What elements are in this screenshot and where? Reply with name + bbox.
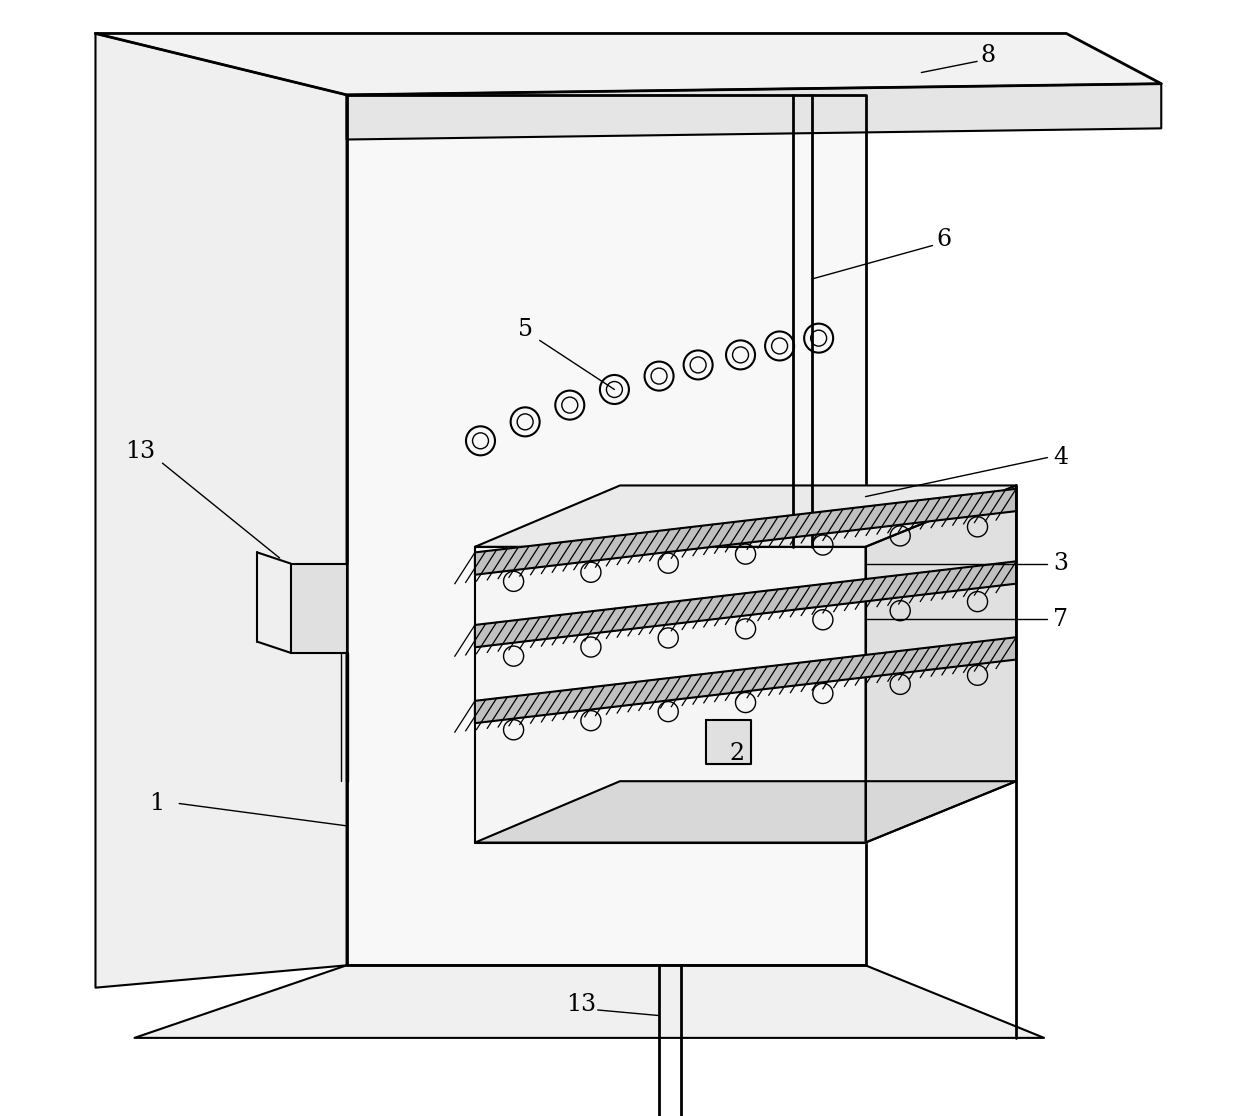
Polygon shape xyxy=(290,564,346,653)
Polygon shape xyxy=(95,33,346,988)
Polygon shape xyxy=(475,485,1017,547)
Text: 1: 1 xyxy=(149,792,165,815)
Polygon shape xyxy=(706,720,750,764)
Polygon shape xyxy=(475,547,866,843)
Text: 5: 5 xyxy=(517,318,533,340)
Polygon shape xyxy=(95,33,1161,95)
Polygon shape xyxy=(134,965,1044,1038)
Text: 8: 8 xyxy=(981,45,996,67)
Polygon shape xyxy=(346,84,1161,140)
Text: 4: 4 xyxy=(1053,446,1069,469)
Polygon shape xyxy=(475,489,1017,575)
Text: 7: 7 xyxy=(1053,608,1069,631)
Text: 3: 3 xyxy=(1053,552,1069,575)
Polygon shape xyxy=(866,485,1017,843)
Polygon shape xyxy=(475,781,1017,843)
Polygon shape xyxy=(346,95,866,965)
Text: 13: 13 xyxy=(125,441,155,463)
Polygon shape xyxy=(475,637,1017,723)
Text: 13: 13 xyxy=(565,993,596,1016)
Polygon shape xyxy=(475,561,1017,647)
Text: 2: 2 xyxy=(729,742,745,764)
Text: 6: 6 xyxy=(936,229,951,251)
